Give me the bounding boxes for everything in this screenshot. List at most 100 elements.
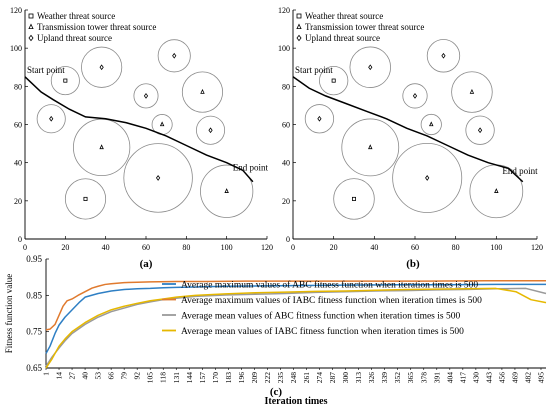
x-tick-label: 248 <box>289 372 298 384</box>
threat-diamond-marker <box>368 64 373 71</box>
x-tick-label: 120 <box>261 243 273 252</box>
legend-square-icon <box>28 13 34 19</box>
x-tick-label: 118 <box>159 372 168 383</box>
x-tick-label: 326 <box>367 372 376 384</box>
y-tick-label: 40 <box>282 159 290 168</box>
x-tick-label: 183 <box>224 372 233 384</box>
x-tick-label: 40 <box>102 243 110 252</box>
y-tick-label: 0.65 <box>26 363 42 373</box>
panel-b-map: 0 20 40 60 80 100 120 0 20 40 60 80 100 120 Weather th… <box>278 6 543 270</box>
x-tick-label: 20 <box>330 243 338 252</box>
x-tick-label: 60 <box>142 243 150 252</box>
legend-diamond-icon <box>28 34 34 42</box>
threat-circle <box>349 46 391 88</box>
threat-diamond-marker <box>208 127 213 134</box>
threat-square-marker <box>351 196 356 201</box>
threat-circle <box>304 104 335 134</box>
x-tick-label: 14 <box>55 372 64 380</box>
x-tick-label: 40 <box>81 372 90 380</box>
x-tick-label: 300 <box>341 372 350 384</box>
panel-label: (b) <box>406 258 420 270</box>
threat-square-marker <box>83 196 88 201</box>
x-tick-label: 170 <box>211 372 220 384</box>
y-tick-label: 0 <box>18 235 22 244</box>
legend-entry: Average maximum values of IABC fitness f… <box>181 295 482 306</box>
threat-diamond-marker <box>99 64 104 71</box>
x-tick-label: 120 <box>531 243 543 252</box>
series-line <box>45 287 547 369</box>
x-tick-label: 0 <box>291 243 295 252</box>
threat-diamond-marker <box>425 175 430 181</box>
threat-circle <box>181 71 224 113</box>
path-line <box>292 76 524 183</box>
legend-triangle-icon <box>296 23 302 30</box>
threat-triangle-marker <box>494 188 499 193</box>
x-tick-label: 157 <box>198 372 207 384</box>
threat-circle <box>451 71 493 113</box>
x-tick-label: 79 <box>120 372 129 380</box>
annotation-label: End point <box>502 166 538 176</box>
panel-label: (a) <box>140 258 153 270</box>
threat-triangle-marker <box>224 188 229 193</box>
x-tick-label: 235 <box>276 372 285 384</box>
threat-circle <box>426 39 461 73</box>
y-tick-label: 120 <box>10 6 22 15</box>
x-tick-label: 352 <box>393 372 402 384</box>
y-tick-label: 0.95 <box>26 254 42 264</box>
x-tick-label: 313 <box>354 372 363 384</box>
x-tick-label: 92 <box>133 372 142 380</box>
threat-circle <box>196 115 226 145</box>
series-line <box>45 283 546 354</box>
x-tick-label: 40 <box>370 243 378 252</box>
legend-entry: Upland threat source <box>37 33 112 43</box>
legend-diamond-icon <box>296 34 302 42</box>
threat-triangle-marker <box>159 121 165 127</box>
x-tick-label: 100 <box>490 243 502 252</box>
threat-circle <box>465 115 495 145</box>
threat-circle <box>200 164 254 218</box>
y-tick-label: 120 <box>278 6 290 15</box>
threat-circle <box>319 65 349 96</box>
panel-c-fitness-chart: 0.65 0.75 0.85 0.95 1 14 27 40 53 66 79 92 105 118 131… <box>4 254 547 407</box>
x-tick-label: 443 <box>484 372 493 384</box>
x-tick-label: 131 <box>172 372 181 384</box>
threat-diamond-marker <box>49 115 54 122</box>
path-line <box>24 76 254 183</box>
x-tick-label: 456 <box>497 372 506 384</box>
x-tick-label: 66 <box>107 372 116 380</box>
x-tick-label: 482 <box>523 372 532 384</box>
x-tick-label: 404 <box>445 372 454 384</box>
y-axis-label: Fitness function value <box>4 274 14 354</box>
y-tick-label: 0.85 <box>26 290 42 300</box>
annotation-label: Start point <box>27 65 65 75</box>
threat-circle <box>64 178 107 220</box>
x-tick-label: 222 <box>263 372 272 384</box>
threat-circle <box>133 83 159 109</box>
threat-diamond-marker <box>143 92 149 99</box>
x-tick-label: 80 <box>452 243 460 252</box>
threat-circle <box>81 46 123 88</box>
annotation-label: End point <box>233 162 269 172</box>
x-tick-label: 495 <box>536 372 545 384</box>
y-tick-label: 40 <box>14 159 22 168</box>
y-tick-label: 0 <box>286 235 290 244</box>
y-tick-label: 100 <box>278 44 290 53</box>
x-tick-label: 20 <box>61 243 69 252</box>
x-tick-label: 80 <box>182 243 190 252</box>
panel-label: (c) <box>270 386 283 398</box>
threat-triangle-marker <box>368 144 373 150</box>
threat-triangle-marker <box>200 88 205 94</box>
legend-entry: Transmission tower threat source <box>305 22 424 32</box>
y-tick-label: 60 <box>14 121 22 130</box>
y-tick-label: 0.75 <box>26 327 42 337</box>
y-tick-label: 100 <box>10 44 22 53</box>
y-tick-label: 80 <box>282 82 290 91</box>
threat-triangle-marker <box>429 121 434 127</box>
x-tick-label: 417 <box>458 372 467 384</box>
legend-entry: Average mean values of ABC fitness funct… <box>181 311 460 322</box>
threat-circle <box>50 66 80 96</box>
y-tick-label: 20 <box>282 197 290 206</box>
x-tick-label: 469 <box>510 372 519 384</box>
x-tick-label: 339 <box>380 372 389 384</box>
x-tick-label: 60 <box>411 243 419 252</box>
